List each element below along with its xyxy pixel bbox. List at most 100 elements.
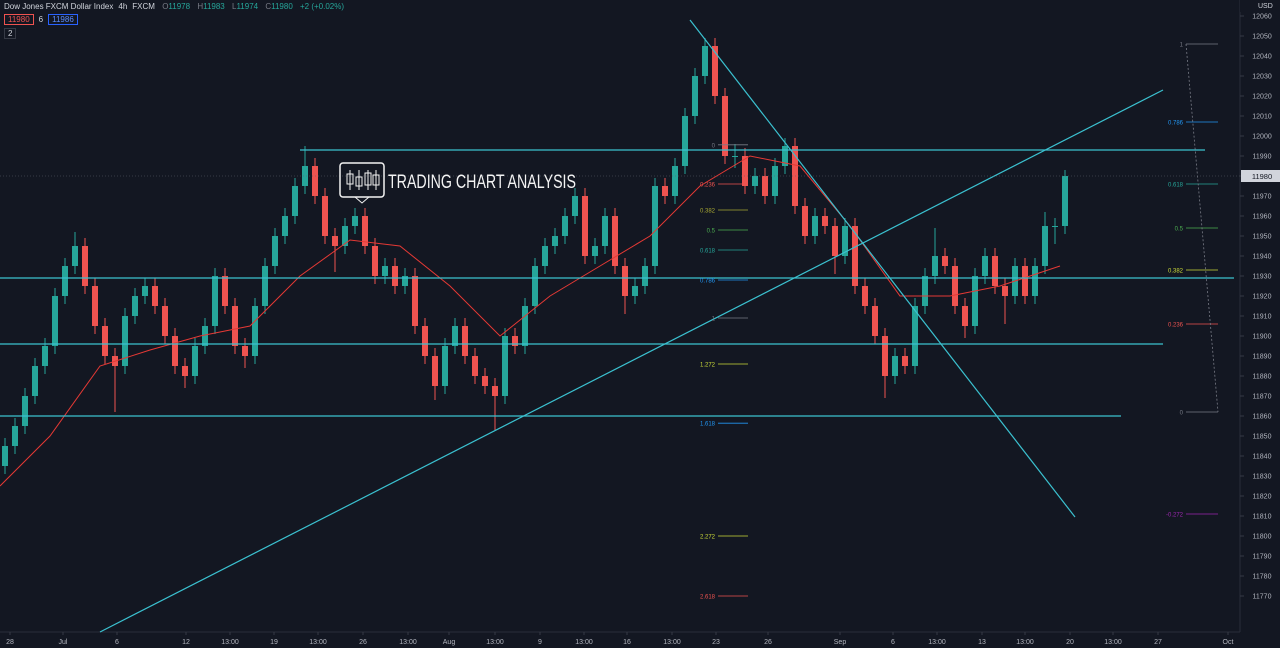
x-tick-label: 26 — [359, 639, 367, 646]
y-tick-label: 11850 — [1253, 434, 1272, 441]
candle-body — [122, 316, 128, 366]
candle-body — [362, 216, 368, 246]
x-tick-label: 13:00 — [309, 639, 327, 646]
candle-body — [162, 306, 168, 336]
candle-body — [862, 286, 868, 306]
candle-body — [422, 326, 428, 356]
x-tick-label: 13 — [978, 639, 986, 646]
y-tick-label: 11990 — [1253, 154, 1272, 161]
candle-body — [682, 116, 688, 166]
candle-body — [482, 376, 488, 386]
price-axis — [1240, 0, 1280, 648]
candle-body — [62, 266, 68, 296]
moving-average — [0, 155, 1061, 487]
candle-body — [142, 286, 148, 296]
y-tick-label: 11870 — [1253, 394, 1272, 401]
x-tick-label: 6 — [115, 639, 119, 646]
candle-body — [152, 286, 158, 306]
candle-body — [262, 266, 268, 306]
candle-body — [52, 296, 58, 346]
ohlc-label: L — [231, 2, 237, 11]
fib-label: 1 — [1180, 43, 1184, 49]
candle-body — [442, 346, 448, 386]
watermark-icon — [364, 172, 372, 186]
interval[interactable]: 4h — [118, 2, 128, 11]
candle-body — [452, 326, 458, 346]
watermark-icon — [339, 162, 385, 198]
candle-body — [72, 246, 78, 266]
candle-body — [532, 266, 538, 306]
candle-body — [182, 366, 188, 376]
fib-label: 0.382 — [700, 209, 716, 215]
candle-body — [762, 176, 768, 196]
candle-body — [772, 166, 778, 196]
candle-body — [282, 216, 288, 236]
fib-label: -0.272 — [1166, 513, 1184, 519]
candle-body — [812, 216, 818, 236]
x-tick-label: 13:00 — [221, 639, 239, 646]
x-tick-label: 28 — [6, 639, 14, 646]
ohlc-value: 11983 — [203, 2, 225, 11]
x-tick-label: 13:00 — [486, 639, 504, 646]
candle-body — [502, 336, 508, 396]
candle-body — [902, 356, 908, 366]
candle-body — [642, 266, 648, 286]
fib-trend — [1185, 43, 1219, 413]
candle-body — [132, 296, 138, 316]
candle-body — [1052, 226, 1058, 227]
header-row: Dow Jones FXCM Dollar Index 4h FXCM O11978… — [4, 2, 349, 11]
ohlc-label: C — [265, 2, 272, 11]
candle-body — [32, 366, 38, 396]
fib-label: 0 — [712, 143, 716, 149]
candle-body — [662, 186, 668, 196]
x-tick-label: 9 — [538, 639, 542, 646]
candle-body — [2, 446, 8, 466]
candle-body — [942, 256, 948, 266]
candle-body — [922, 276, 928, 306]
symbol[interactable]: Dow Jones FXCM Dollar Index — [4, 2, 114, 11]
x-tick-label: 27 — [1154, 639, 1162, 646]
y-tick-label: 11880 — [1253, 374, 1272, 381]
candle-body — [202, 326, 208, 346]
candle-body — [232, 306, 238, 346]
y-tick-label: 12000 — [1252, 134, 1272, 141]
y-tick-label: 12060 — [1252, 14, 1272, 21]
change: +2 (+0.02%) — [300, 2, 345, 11]
candle-body — [722, 96, 728, 156]
candle-body — [822, 216, 828, 226]
y-tick-label: 11780 — [1253, 574, 1272, 581]
x-tick-label: 13:00 — [575, 639, 593, 646]
candle-body — [622, 266, 628, 296]
candle-body — [752, 176, 758, 186]
candle-body — [372, 246, 378, 276]
ask[interactable]: 11986 — [48, 14, 78, 25]
y-tick-label: 11860 — [1253, 414, 1272, 421]
y-tick-label: 11950 — [1253, 234, 1272, 241]
indicator-toggle[interactable]: 2 — [4, 28, 17, 39]
candle-body — [652, 186, 658, 266]
candle-body — [782, 146, 788, 166]
watermark-icon — [372, 174, 380, 186]
x-tick-label: Oct — [1223, 639, 1234, 646]
ohlc-label: O — [162, 2, 169, 11]
candle-body — [1042, 226, 1048, 266]
candle-body — [222, 276, 228, 306]
fib-label: 0.382 — [1168, 269, 1184, 275]
y-tick-label: 12030 — [1252, 74, 1272, 81]
bid[interactable]: 11980 — [4, 14, 34, 25]
y-tick-label: 11920 — [1253, 294, 1272, 301]
candle-body — [492, 386, 498, 396]
candle-body — [692, 76, 698, 116]
ohlc-label: H — [197, 2, 204, 11]
candle-body — [1022, 266, 1028, 296]
x-tick-label: 13:00 — [399, 639, 417, 646]
y-tick-label: 11970 — [1253, 194, 1272, 201]
x-tick-label: Aug — [443, 639, 456, 646]
candle-body — [852, 226, 858, 286]
candle-body — [102, 326, 108, 356]
fib-label: 2.618 — [700, 595, 716, 601]
y-tick-label: 11800 — [1253, 534, 1272, 541]
candle-body — [472, 356, 478, 376]
